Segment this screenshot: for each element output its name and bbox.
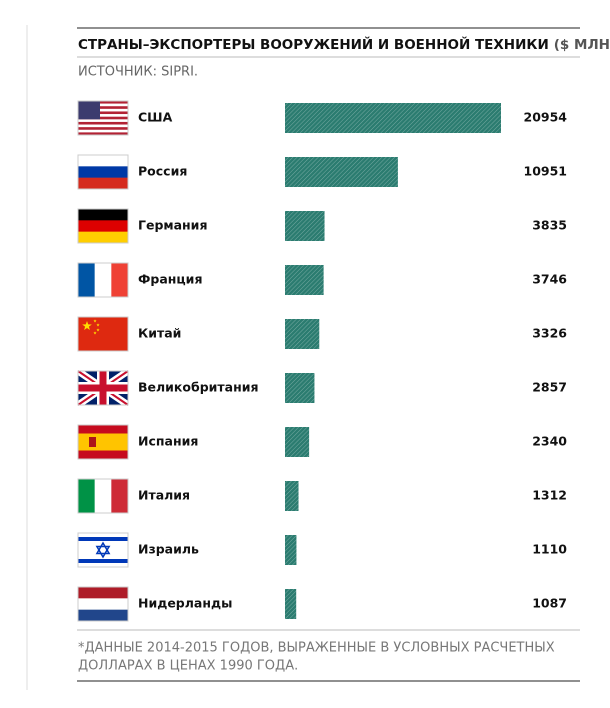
flag-part xyxy=(78,119,128,123)
value-label: 3326 xyxy=(532,326,567,341)
flag-part xyxy=(78,177,128,190)
flag-part xyxy=(93,331,97,335)
flag xyxy=(77,316,129,352)
flag-part xyxy=(78,114,128,117)
flag-border xyxy=(77,154,129,190)
flag-part xyxy=(78,111,128,115)
value-label: 1312 xyxy=(532,488,567,503)
flag xyxy=(77,208,129,244)
flag-part xyxy=(78,317,128,351)
flag-part xyxy=(93,319,97,323)
flag-part xyxy=(78,108,128,112)
bar xyxy=(285,589,297,619)
flag-part xyxy=(78,103,128,107)
flag-border xyxy=(77,370,129,406)
flag-part xyxy=(78,479,95,513)
flag-part xyxy=(78,609,128,622)
flag-border xyxy=(77,208,129,244)
flag-part xyxy=(78,263,95,297)
footnote: ДОЛЛАРАХ В ЦЕНАХ 1990 ГОДА. xyxy=(78,659,298,674)
flag xyxy=(77,532,129,568)
flag-part xyxy=(78,116,128,120)
category-label: Испания xyxy=(138,434,198,449)
flag-border xyxy=(77,262,129,298)
flag-part xyxy=(99,371,107,405)
category-label: США xyxy=(138,110,173,125)
flag-part xyxy=(78,127,128,130)
category-label: Израиль xyxy=(138,542,199,557)
category-label: Россия xyxy=(138,164,187,179)
bar xyxy=(285,157,398,187)
flag-part xyxy=(78,106,128,110)
flag-part xyxy=(78,559,128,563)
flag-part xyxy=(78,124,128,128)
value-label: 2340 xyxy=(532,434,567,449)
category-label: Великобритания xyxy=(138,380,259,395)
flag-part xyxy=(78,132,128,136)
bar xyxy=(285,103,501,133)
value-label: 3746 xyxy=(532,272,567,287)
category-label: Италия xyxy=(138,488,190,503)
flag-part xyxy=(111,479,129,513)
bar xyxy=(285,535,297,565)
bar xyxy=(285,265,324,295)
footnote: *ДАННЫЕ 2014-2015 ГОДОВ, ВЫРАЖЕННЫЕ В УС… xyxy=(78,641,555,656)
value-label: 1110 xyxy=(532,542,567,557)
flag-part xyxy=(95,545,111,559)
flag-part xyxy=(78,155,128,167)
flag-part xyxy=(78,121,128,125)
title-unit: ($ МЛН)* xyxy=(554,37,610,53)
flag-border xyxy=(77,586,129,622)
flag-part xyxy=(78,220,128,232)
flag-part xyxy=(94,479,112,513)
flag-part xyxy=(78,598,128,610)
flag xyxy=(77,586,129,622)
chart-title: СТРАНЫ–ЭКСПОРТЕРЫ ВООРУЖЕНИЙ И ВОЕННОЙ Т… xyxy=(78,36,610,53)
flag-part xyxy=(78,129,128,133)
flag-part xyxy=(78,101,128,104)
flag-part xyxy=(78,101,100,120)
value-label: 2857 xyxy=(532,380,567,395)
source: ИСТОЧНИК: SIPRI. xyxy=(78,65,198,80)
category-label: Франция xyxy=(138,272,202,287)
value-label: 1087 xyxy=(532,596,567,611)
bar xyxy=(285,427,310,457)
flag-border xyxy=(77,478,129,514)
value-label: 10951 xyxy=(524,164,568,179)
flag-part xyxy=(82,321,92,330)
flag xyxy=(77,262,129,298)
title-main: СТРАНЫ–ЭКСПОРТЕРЫ ВООРУЖЕНИЙ И ВОЕННОЙ Т… xyxy=(78,36,549,53)
flag-border xyxy=(77,532,129,568)
category-label: Нидерланды xyxy=(138,596,232,611)
flag xyxy=(77,424,129,460)
flag xyxy=(77,154,129,190)
flag-part xyxy=(78,166,128,178)
bar xyxy=(285,481,299,511)
flag-part xyxy=(78,537,128,541)
bar xyxy=(285,373,315,403)
flag-border xyxy=(77,316,129,352)
flag-part xyxy=(78,209,128,221)
flag xyxy=(77,478,129,514)
flag-border xyxy=(77,100,129,136)
flag-part xyxy=(111,263,129,297)
flag xyxy=(76,368,130,408)
flag-border xyxy=(77,424,129,460)
flag-part xyxy=(96,328,100,332)
flag-part xyxy=(89,437,96,447)
value-label: 3835 xyxy=(532,218,567,233)
flag-part xyxy=(78,231,128,244)
flag-part xyxy=(96,323,100,327)
flag-part xyxy=(94,263,112,297)
flag xyxy=(77,100,129,136)
category-label: Китай xyxy=(138,326,181,341)
flag-part xyxy=(95,541,111,555)
flag-part xyxy=(78,433,128,451)
flag-part xyxy=(78,587,128,599)
bar xyxy=(285,211,325,241)
bar xyxy=(285,319,320,349)
value-label: 20954 xyxy=(524,110,568,125)
category-label: Германия xyxy=(138,218,207,233)
